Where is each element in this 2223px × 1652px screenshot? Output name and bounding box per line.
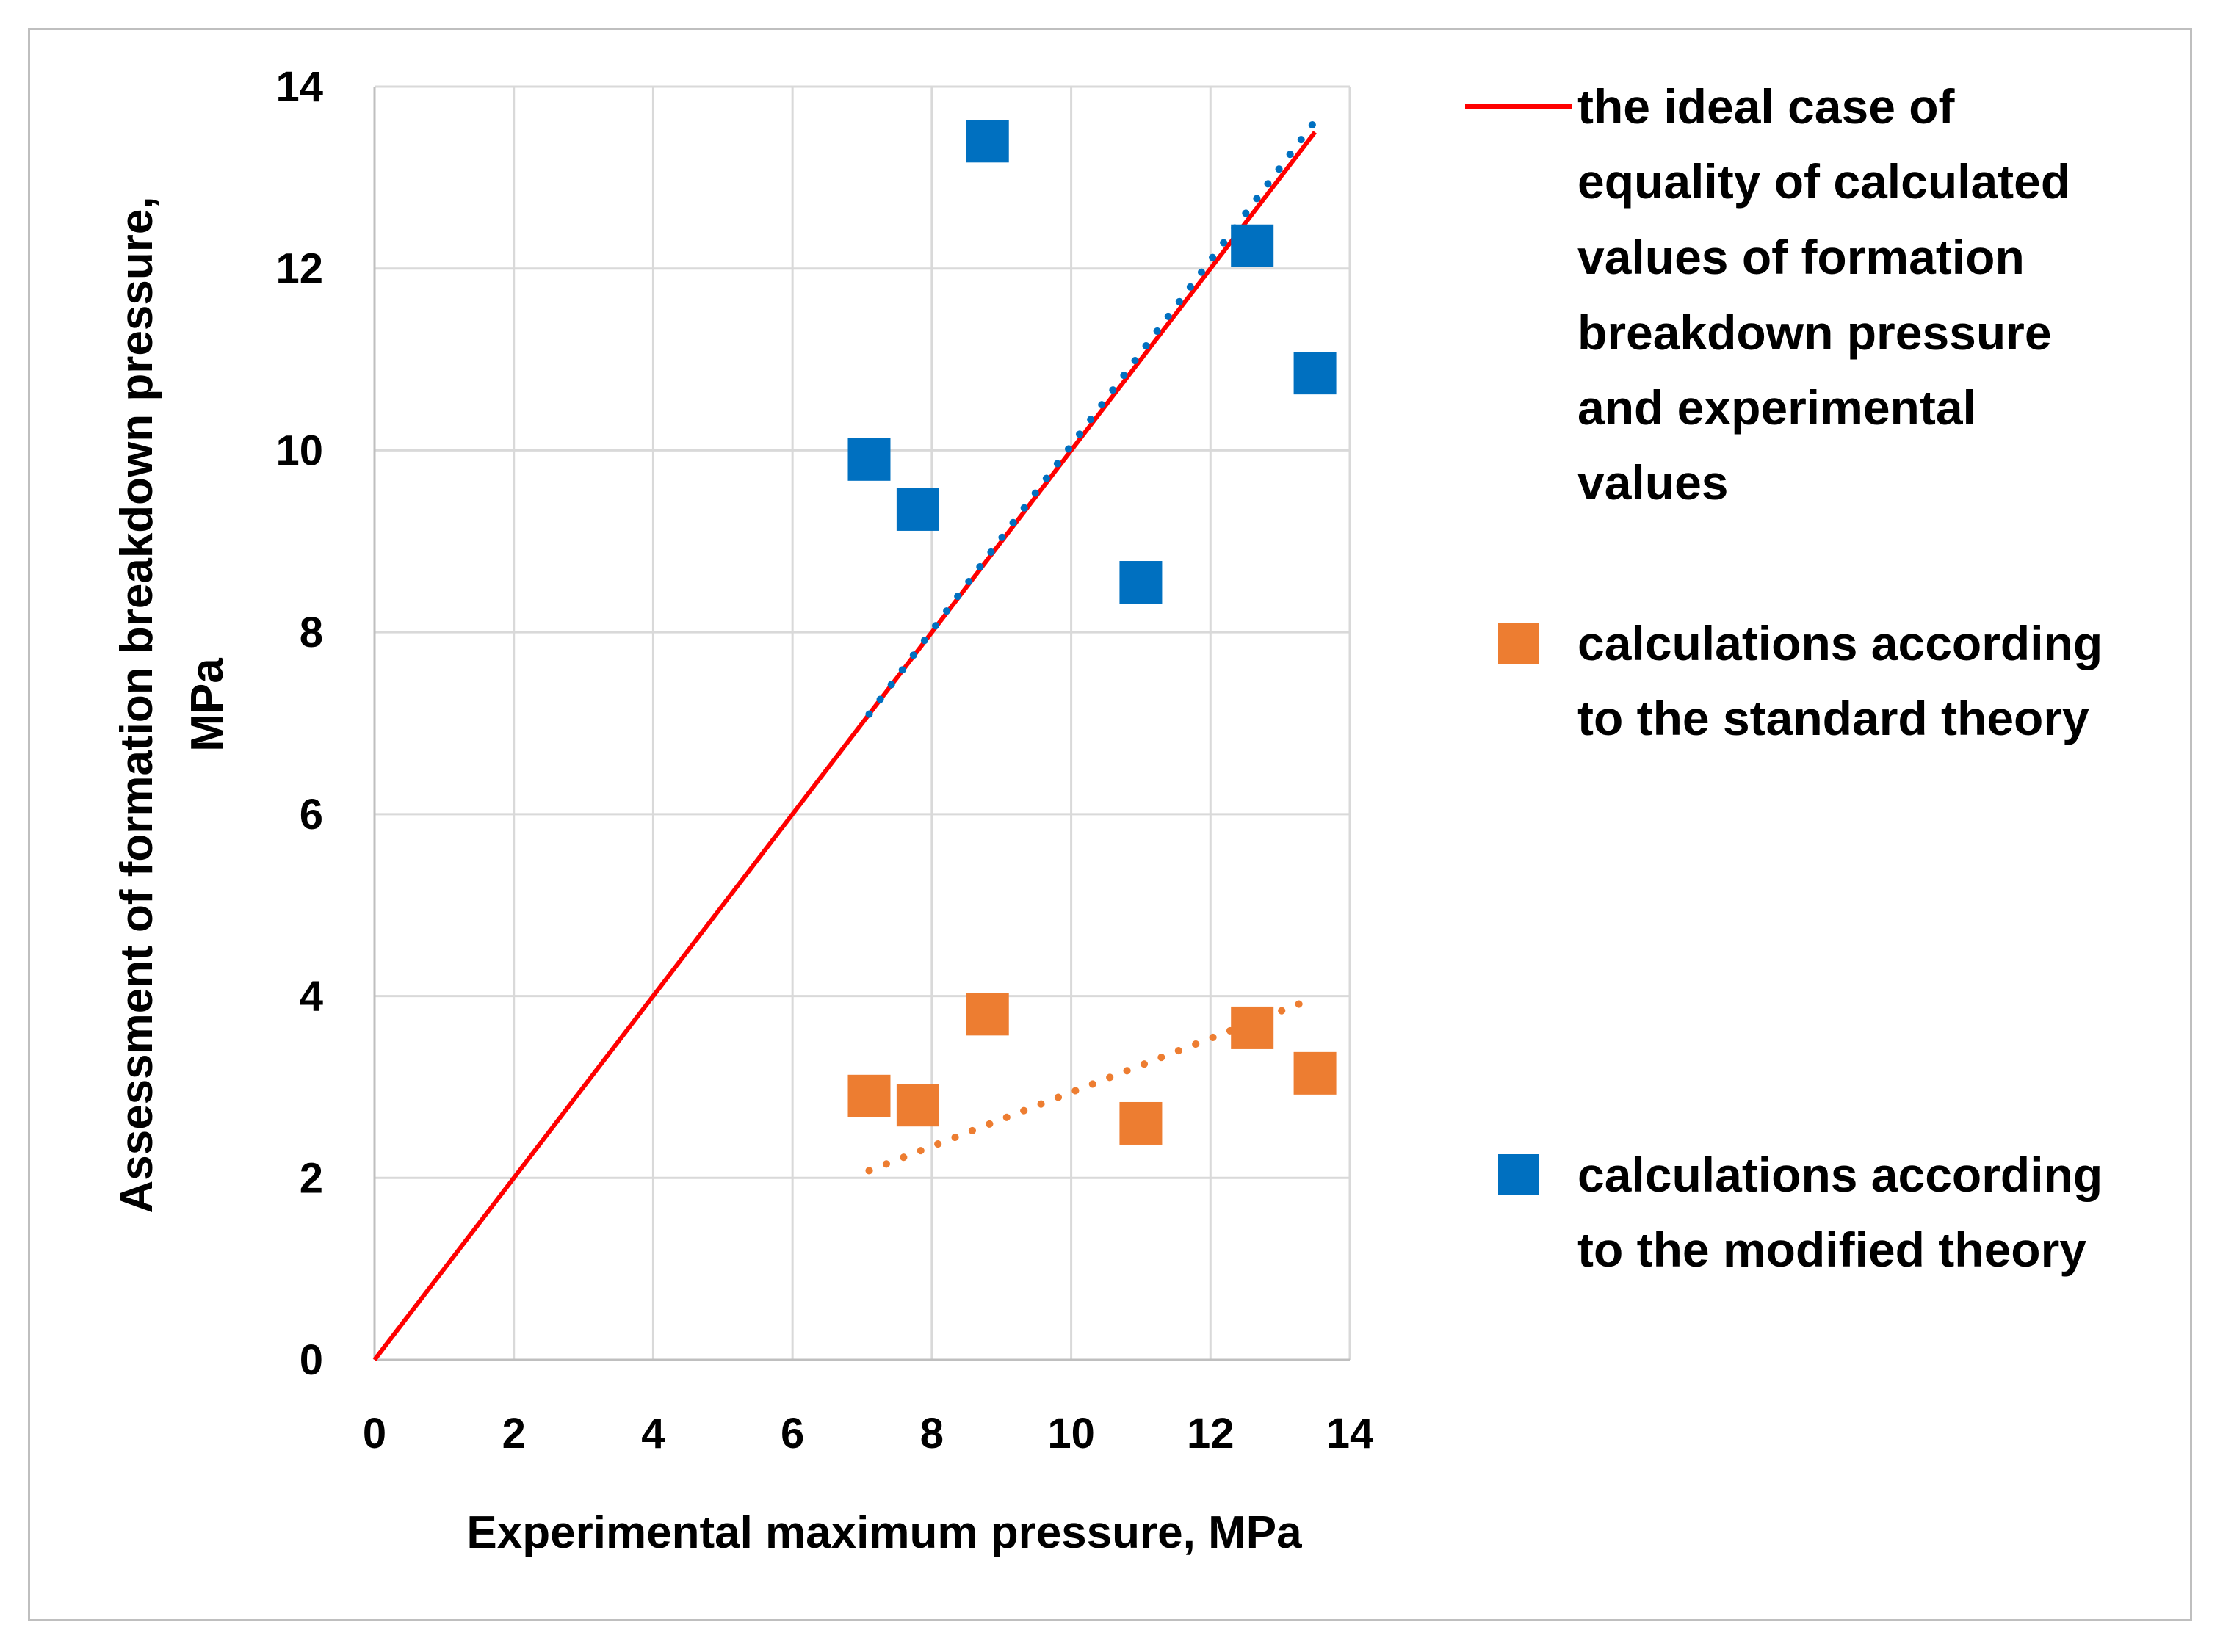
y-tick-label: 4	[300, 973, 323, 1021]
x-tick-label: 2	[502, 1410, 526, 1457]
legend-swatch-modified	[1498, 1154, 1539, 1195]
y-tick-labels: 0 2 4 6 8 10 12 14	[275, 63, 323, 1384]
modified-theory-point	[1231, 224, 1274, 267]
y-tick-label: 6	[300, 791, 323, 838]
legend-modified-line-2: to the modified theory	[1577, 1222, 2086, 1277]
y-tick-label: 12	[275, 245, 323, 293]
standard-theory-point	[966, 993, 1009, 1036]
modified-theory-point	[847, 438, 891, 481]
standard-theory-point	[896, 1084, 939, 1127]
y-tick-label: 0	[300, 1336, 323, 1384]
legend-ideal-line-6: values	[1577, 455, 1728, 510]
standard-theory-point	[847, 1074, 891, 1117]
grid-lines	[375, 85, 1351, 1360]
modified-theory-trendline	[865, 117, 1319, 718]
x-axis-title: Experimental maximum pressure, MPa	[466, 1507, 1302, 1558]
legend-ideal-line-4: breakdown pressure	[1577, 305, 2052, 360]
standard-theory-point	[1293, 1051, 1337, 1095]
x-tick-label: 8	[920, 1410, 944, 1457]
legend-modified-line-1: calculations according	[1577, 1148, 2103, 1202]
legend-standard-line-1: calculations according	[1577, 616, 2103, 670]
x-tick-label: 14	[1326, 1410, 1374, 1457]
x-tick-label: 12	[1187, 1410, 1235, 1457]
modified-theory-point	[896, 488, 939, 531]
legend-ideal-line-1: the ideal case of	[1577, 79, 1956, 134]
trendlines	[865, 117, 1319, 1175]
y-axis-title-line-2: MPa	[182, 658, 233, 752]
standard-theory-point	[1119, 1101, 1163, 1145]
y-tick-label: 14	[275, 63, 323, 111]
y-tick-label: 2	[300, 1154, 323, 1202]
legend-ideal-line-3: values of formation	[1577, 230, 2025, 284]
standard-theory-point	[1231, 1006, 1274, 1049]
ideal-equality-line	[372, 131, 1317, 1361]
axes	[373, 87, 1350, 1361]
legend-ideal-line-2: equality of calculated	[1577, 154, 2070, 209]
legend-ideal-line-5: and experimental	[1577, 380, 1976, 435]
standard-theory-trendline	[865, 994, 1319, 1175]
y-tick-label: 10	[275, 427, 323, 474]
data-markers	[847, 120, 1337, 1145]
x-tick-label: 4	[641, 1410, 665, 1457]
chart-frame	[28, 28, 2192, 1621]
modified-theory-point	[966, 120, 1009, 163]
modified-theory-point	[1119, 561, 1163, 604]
ideal-line-series	[372, 131, 1317, 1361]
x-tick-label: 0	[363, 1410, 386, 1457]
y-tick-label: 8	[300, 609, 323, 656]
x-tick-labels: 0 2 4 6 8 10 12 14	[363, 1410, 1373, 1457]
modified-theory-point	[1293, 352, 1337, 395]
x-tick-label: 6	[781, 1410, 804, 1457]
legend-standard-line-2: to the standard theory	[1577, 691, 2089, 745]
x-tick-label: 10	[1047, 1410, 1095, 1457]
y-axis-title-line-1: Assessment of formation breakdown pressu…	[112, 196, 162, 1213]
legend-swatch-standard	[1498, 623, 1539, 664]
legend: the ideal case of equality of calculated…	[1465, 79, 2103, 1277]
